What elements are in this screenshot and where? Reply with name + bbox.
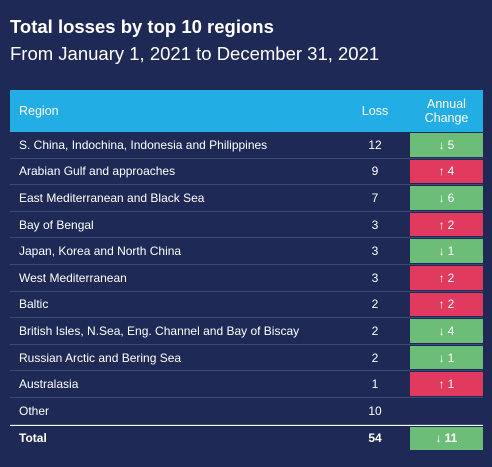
change-value: 2	[447, 270, 455, 285]
region-cell: West Mediterranean	[19, 270, 127, 285]
table-row: Australasia 1 ↑ 1	[10, 371, 483, 398]
total-label: Total	[19, 431, 47, 446]
total-row: Total 54 ↓ 11	[10, 424, 483, 451]
region-cell: Australasia	[19, 377, 79, 392]
loss-cell: 12	[368, 137, 382, 152]
chart-title: Total losses by top 10 regions	[10, 16, 274, 37]
change-badge: ↑ 2	[410, 212, 483, 237]
region-cell: Japan, Korea and North China	[19, 244, 182, 259]
loss-cell: 3	[371, 270, 379, 285]
loss-cell: 2	[371, 297, 379, 312]
total-change-value: 11	[444, 431, 458, 446]
loss-cell: 2	[371, 323, 379, 338]
change-badge: ↓ 6	[410, 186, 483, 210]
loss-cell: 3	[371, 244, 379, 259]
arrow-down-icon: ↓	[438, 323, 445, 338]
table-row: West Mediterranean 3 ↑ 2	[10, 265, 483, 292]
table-row: S. China, Indochina, Indonesia and Phili…	[10, 132, 483, 159]
loss-cell: 7	[371, 190, 379, 205]
losses-table: Region Loss Annual Change S. China, Indo…	[10, 90, 483, 451]
change-badge: ↓ 5	[410, 133, 483, 157]
region-cell: Bay of Bengal	[19, 217, 94, 232]
change-value: 5	[447, 137, 455, 152]
loss-cell: 10	[368, 403, 382, 418]
header-annual-change-line1: Annual	[427, 97, 466, 111]
change-badge: ↑ 2	[410, 292, 483, 317]
change-badge: ↓ 1	[410, 239, 483, 263]
change-value: 4	[447, 164, 455, 179]
region-cell: Other	[19, 403, 50, 418]
change-badge: ↓ 4	[410, 319, 483, 343]
loss-cell: 9	[371, 164, 379, 179]
table-row: Russian Arctic and Bering Sea 2 ↓ 1	[10, 345, 483, 372]
table-row: British Isles, N.Sea, Eng. Channel and B…	[10, 318, 483, 345]
change-value: 2	[447, 217, 455, 232]
header-annual-change-line2: Change	[424, 111, 469, 125]
change-badge: ↑ 2	[410, 265, 483, 290]
arrow-down-icon: ↓	[438, 244, 445, 259]
change-value: 1	[447, 377, 455, 392]
header-annual-change: Annual Change	[410, 90, 483, 132]
arrow-up-icon: ↑	[438, 297, 445, 312]
region-cell: British Isles, N.Sea, Eng. Channel and B…	[19, 323, 300, 338]
arrow-down-icon: ↓	[435, 431, 442, 446]
chart-subtitle: From January 1, 2021 to December 31, 202…	[10, 43, 380, 64]
total-loss: 54	[368, 431, 382, 446]
change-badge: ↑ 4	[410, 159, 483, 184]
loss-cell: 1	[371, 377, 379, 392]
table-body: S. China, Indochina, Indonesia and Phili…	[10, 132, 483, 425]
region-cell: Baltic	[19, 297, 49, 312]
arrow-up-icon: ↑	[438, 217, 445, 232]
table-row: Other 10	[10, 398, 483, 425]
change-badge	[410, 399, 483, 423]
arrow-up-icon: ↑	[438, 164, 445, 179]
table-row: Bay of Bengal 3 ↑ 2	[10, 212, 483, 239]
change-value: 1	[447, 244, 455, 259]
table-row: Japan, Korea and North China 3 ↓ 1	[10, 238, 483, 265]
loss-cell: 2	[371, 350, 379, 365]
table-row: Baltic 2 ↑ 2	[10, 292, 483, 319]
region-cell: S. China, Indochina, Indonesia and Phili…	[19, 137, 268, 152]
table-header: Region Loss Annual Change	[10, 90, 483, 132]
region-cell: Arabian Gulf and approaches	[19, 164, 176, 179]
change-value: 6	[447, 190, 455, 205]
table-row: East Mediterranean and Black Sea 7 ↓ 6	[10, 185, 483, 212]
arrow-down-icon: ↓	[438, 137, 445, 152]
header-region: Region	[19, 104, 59, 118]
region-cell: East Mediterranean and Black Sea	[19, 190, 205, 205]
arrow-up-icon: ↑	[438, 270, 445, 285]
table-row: Arabian Gulf and approaches 9 ↑ 4	[10, 159, 483, 186]
change-badge: ↑ 1	[410, 372, 483, 396]
change-badge: ↓ 1	[410, 345, 483, 370]
arrow-up-icon: ↑	[438, 377, 445, 392]
loss-cell: 3	[371, 217, 379, 232]
change-value: 2	[447, 297, 455, 312]
arrow-down-icon: ↓	[438, 350, 445, 365]
change-value: 4	[447, 323, 455, 338]
change-value: 1	[447, 350, 455, 365]
arrow-down-icon: ↓	[438, 190, 445, 205]
header-loss: Loss	[361, 104, 389, 118]
total-change-badge: ↓ 11	[410, 426, 483, 450]
region-cell: Russian Arctic and Bering Sea	[19, 350, 182, 365]
